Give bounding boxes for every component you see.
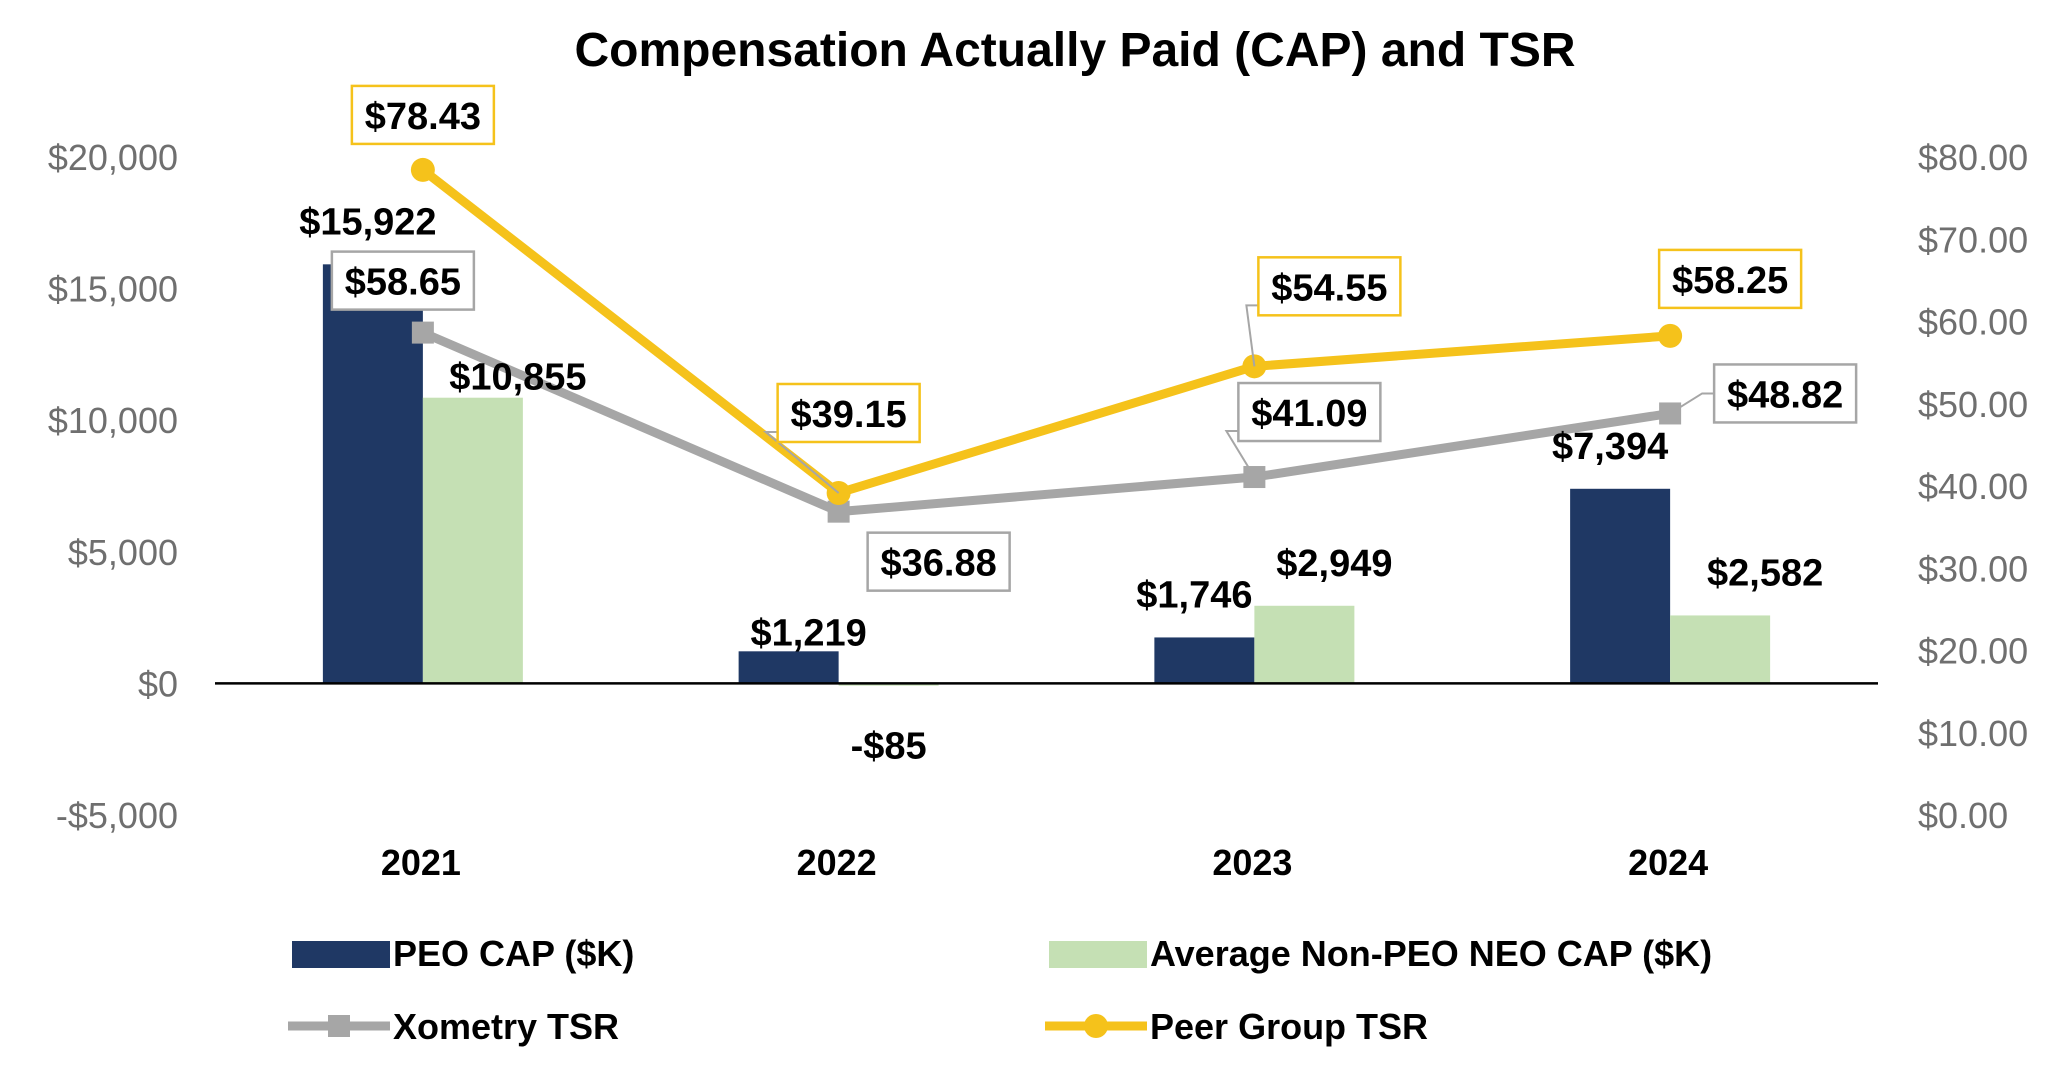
callout-box <box>1257 256 1402 317</box>
chart-title: Compensation Actually Paid (CAP) and TSR <box>575 24 1576 77</box>
line-xometry-tsr <box>421 328 1671 517</box>
line-data-label: $39.15 <box>791 394 907 436</box>
line-series-group <box>410 157 1683 523</box>
bar-peo-cap <box>1570 488 1671 684</box>
right-axis-tick-label: $80.00 <box>1918 137 2028 178</box>
bar-data-label: $1,746 <box>1136 574 1252 616</box>
callout-leader-line <box>762 430 840 494</box>
callout-leader-line <box>1669 392 1715 415</box>
right-axis-tick-label: $0.00 <box>1918 795 2008 836</box>
legend-label-xometry-tsr: Xometry TSR <box>393 1006 619 1047</box>
x-axis-category-label: 2021 <box>381 842 461 883</box>
bar-data-label: $7,394 <box>1552 426 1668 468</box>
legend-marker-peer-group-tsr <box>1084 1014 1108 1038</box>
callout-leader-line <box>1245 304 1259 367</box>
callout-box <box>1657 248 1803 310</box>
bar-data-label: $1,219 <box>751 612 867 654</box>
bar-data-label: $2,949 <box>1276 543 1392 585</box>
left-axis-tick-label: $10,000 <box>48 400 178 441</box>
legend-swatch-non-peo-cap <box>1049 941 1147 968</box>
line-data-label: $36.88 <box>881 543 997 585</box>
callout-box <box>776 382 921 444</box>
callout-box <box>1712 363 1858 424</box>
left-y-axis: $20,000 $15,000 $10,000 $5,000 $0 -$5,000 <box>48 137 178 836</box>
xometry-tsr-marker <box>411 321 434 344</box>
line-data-label: $58.25 <box>1672 260 1788 302</box>
left-axis-tick-label: $15,000 <box>48 269 178 310</box>
bar-non-peo-cap <box>422 397 523 684</box>
legend-marker-xometry-tsr <box>328 1015 350 1037</box>
right-axis-tick-label: $40.00 <box>1918 466 2028 507</box>
x-axis-labels: 2021 2022 2023 2024 <box>381 842 1708 883</box>
line-data-label: $54.55 <box>1271 267 1387 309</box>
line-peer-group-tsr <box>420 166 1671 498</box>
bar-series-group <box>322 264 1771 686</box>
line-data-label: $78.43 <box>365 96 481 138</box>
callout-leader-line <box>1224 430 1256 478</box>
x-axis-category-label: 2024 <box>1628 842 1708 883</box>
legend-label-peer-group-tsr: Peer Group TSR <box>1150 1006 1428 1047</box>
left-axis-tick-label: $5,000 <box>68 532 178 573</box>
right-axis-tick-label: $20.00 <box>1918 631 2028 672</box>
legend: PEO CAP ($K) Average Non-PEO NEO CAP ($K)… <box>288 933 1712 1047</box>
x-axis-category-label: 2022 <box>797 842 877 883</box>
peer-group-tsr-marker <box>410 157 435 182</box>
bar-data-label: $15,922 <box>299 201 436 243</box>
bar-data-label: $2,582 <box>1707 552 1823 594</box>
legend-label-non-peo-cap: Average Non-PEO NEO CAP ($K) <box>1150 933 1712 974</box>
right-axis-tick-label: $60.00 <box>1918 302 2028 343</box>
xometry-tsr-marker <box>827 500 850 523</box>
callout-box <box>350 84 496 146</box>
right-axis-tick-label: $30.00 <box>1918 548 2028 589</box>
bar-peo-cap <box>1154 637 1255 684</box>
callout-box <box>866 531 1011 592</box>
legend-label-peo-cap: PEO CAP ($K) <box>393 933 634 974</box>
callout-box <box>330 250 476 311</box>
peer-group-tsr-marker <box>1658 323 1683 348</box>
right-axis-tick-label: $70.00 <box>1918 219 2028 260</box>
data-labels-group: $15,922 $1,219 $1,746 $7,394 $10,855 -$85 $2,9… <box>299 84 1858 767</box>
bar-data-label: $10,855 <box>449 357 586 399</box>
callout-box <box>1237 381 1382 443</box>
bar-peo-cap <box>322 264 423 684</box>
bar-data-label: -$85 <box>851 725 927 767</box>
left-axis-tick-label: $0 <box>138 663 178 704</box>
line-data-label: $48.82 <box>1727 374 1843 416</box>
x-axis-category-label: 2023 <box>1212 842 1292 883</box>
line-data-label: $58.65 <box>345 262 461 304</box>
bar-non-peo-cap <box>1670 615 1771 684</box>
left-axis-tick-label: -$5,000 <box>56 795 178 836</box>
legend-swatch-peo-cap <box>292 941 390 968</box>
right-y-axis: $80.00 $70.00 $60.00 $50.00 $40.00 $30.00 $20.… <box>1918 137 2028 836</box>
right-axis-tick-label: $50.00 <box>1918 384 2028 425</box>
right-axis-tick-label: $10.00 <box>1918 713 2028 754</box>
bar-peo-cap <box>738 651 839 684</box>
line-data-label: $41.09 <box>1251 393 1367 435</box>
left-axis-tick-label: $20,000 <box>48 137 178 178</box>
bar-non-peo-cap <box>1254 605 1355 684</box>
